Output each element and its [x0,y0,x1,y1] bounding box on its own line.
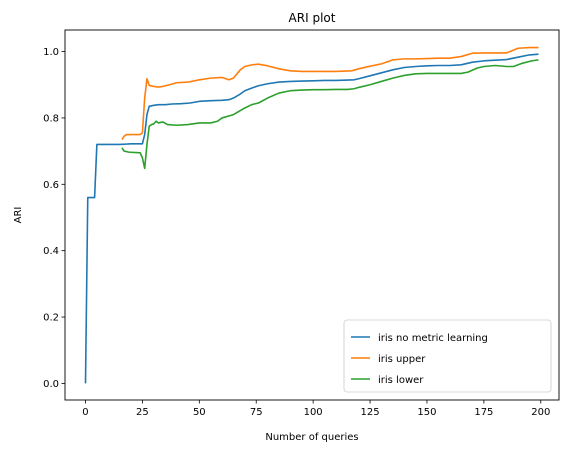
plot-frame [64,29,560,401]
chart-title: ARI plot [289,11,336,25]
legend-label: iris lower [378,375,424,386]
y-tick-label: 1.0 [43,47,59,58]
y-tick-label: 0.6 [43,180,59,191]
series-line-2 [121,46,539,140]
x-tick-label: 125 [361,407,380,418]
y-tick-label: 0.4 [43,246,59,257]
x-tick-label: 200 [531,407,550,418]
x-axis-label: Number of queries [265,432,358,443]
x-tick-label: 75 [250,407,263,418]
legend-box [343,319,552,393]
x-tick-label: 150 [417,407,436,418]
y-axis: 0.0 0.2 0.4 0.6 0.8 1.0 [43,47,65,390]
y-tick-label: 0.8 [43,113,59,124]
x-tick-label: 0 [82,407,88,418]
x-tick-label: 100 [304,407,323,418]
legend-label: iris upper [378,354,426,365]
legend-label: iris no metric learning [378,333,488,344]
series-line-3 [121,59,539,170]
x-tick-label: 175 [474,407,493,418]
x-axis: 0 25 50 75 100 125 150 175 200 [82,400,550,418]
series-layer [84,46,539,384]
series-line-1 [84,53,539,384]
x-tick-label: 50 [193,407,206,418]
y-axis-label: ARI [13,207,24,224]
y-tick-label: 0.2 [43,313,59,324]
legend: iris no metric learning iris upper iris lo… [343,319,552,393]
y-tick-label: 0.0 [43,379,59,390]
x-tick-label: 25 [136,407,149,418]
